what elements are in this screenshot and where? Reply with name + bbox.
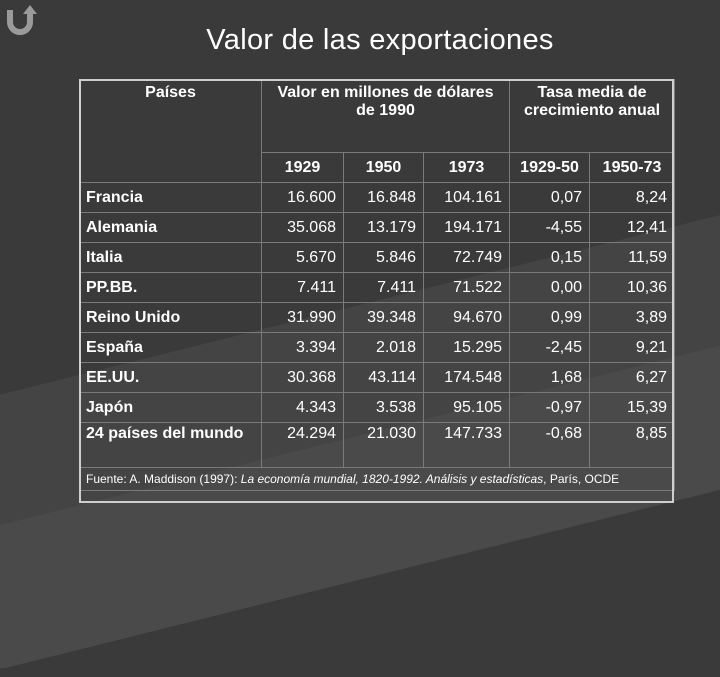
value-cell: 2.018 (343, 332, 424, 363)
country-cell: PP.BB. (79, 272, 262, 303)
value-cell: 30.368 (261, 362, 344, 393)
value-cell: 4.343 (261, 392, 344, 423)
value-cell: 8,85 (589, 422, 676, 468)
value-cell: 1,68 (509, 362, 591, 393)
value-cell: 5.846 (343, 242, 424, 273)
page-title: Valor de las exportaciones (206, 24, 554, 56)
value-cell: 11,59 (589, 242, 676, 273)
value-cell: 8,24 (589, 182, 676, 213)
country-cell: 24 países del mundo (79, 422, 262, 468)
country-cell: Alemania (79, 212, 262, 243)
value-cell: 13.179 (343, 212, 424, 243)
value-cell: 104.161 (422, 182, 511, 213)
country-cell: España (79, 332, 262, 363)
year-header: 1950 (343, 152, 424, 183)
table-row: EE.UU. 30.368 43.114 174.548 1,68 6,27 (79, 362, 676, 393)
table-row: Francia 16.600 16.848 104.161 0,07 8,24 (79, 182, 676, 213)
country-cell: Reino Unido (79, 302, 262, 333)
value-cell: 147.733 (422, 422, 511, 468)
value-cell: 10,36 (589, 272, 676, 303)
source-suffix: , París, OCDE (543, 472, 620, 486)
value-cell: 6,27 (589, 362, 676, 393)
value-cell: 7.411 (343, 272, 424, 303)
value-cell: 24.294 (261, 422, 344, 468)
year-header: 1973 (422, 152, 511, 183)
value-cell: 3,89 (589, 302, 676, 333)
year-header: 1929 (261, 152, 344, 183)
table-row: España 3.394 2.018 15.295 -2,45 9,21 (79, 332, 676, 363)
header-growth: Tasa media de crecimiento anual (509, 79, 676, 153)
value-cell: 43.114 (343, 362, 424, 393)
table-row: Alemania 35.068 13.179 194.171 -4,55 12,41 (79, 212, 676, 243)
value-cell: 194.171 (422, 212, 511, 243)
value-cell: 94.670 (422, 302, 511, 333)
value-cell: 3.538 (343, 392, 424, 423)
exports-table: Países Valor en millones de dólares de 1… (78, 79, 676, 491)
header-value: Valor en millones de dólares de 1990 (260, 79, 511, 153)
value-cell: 0,99 (509, 302, 591, 333)
value-cell: 0,07 (509, 182, 591, 213)
period-header: 1929-50 (509, 152, 591, 183)
value-cell: 7.411 (261, 272, 344, 303)
value-cell: -0,97 (509, 392, 591, 423)
country-cell: Japón (79, 392, 262, 423)
source-title: La economía mundial, 1820-1992. Análisis… (240, 472, 544, 486)
value-cell: 5.670 (261, 242, 344, 273)
value-cell: 16.848 (343, 182, 424, 213)
value-cell: 0,15 (509, 242, 591, 273)
value-cell: 72.749 (422, 242, 511, 273)
value-cell: 16.600 (261, 182, 344, 213)
value-cell: 0,00 (509, 272, 591, 303)
value-cell: 12,41 (589, 212, 676, 243)
value-cell: 71.522 (422, 272, 511, 303)
source-prefix: Fuente: A. Maddison (1997): (86, 472, 241, 486)
table-row: Reino Unido 31.990 39.348 94.670 0,99 3,89 (79, 302, 676, 333)
value-cell: 15,39 (589, 392, 676, 423)
table-row: 24 países del mundo 24.294 21.030 147.733 -0… (79, 422, 676, 468)
value-cell: 39.348 (343, 302, 424, 333)
value-cell: 15.295 (422, 332, 511, 363)
value-cell: 9,21 (589, 332, 676, 363)
table-row: PP.BB. 7.411 7.411 71.522 0,00 10,36 (79, 272, 676, 303)
table-row: Italia 5.670 5.846 72.749 0,15 11,59 (79, 242, 676, 273)
header-countries: Países (79, 79, 262, 183)
value-cell: 3.394 (261, 332, 344, 363)
value-cell: 31.990 (261, 302, 344, 333)
country-cell: Francia (79, 182, 262, 213)
value-cell: -4,55 (509, 212, 591, 243)
value-cell: 95.105 (422, 392, 511, 423)
value-cell: 35.068 (261, 212, 344, 243)
period-header: 1950-73 (589, 152, 676, 183)
value-cell: -2,45 (509, 332, 591, 363)
source-note: Fuente: A. Maddison (1997): La economía … (78, 467, 676, 491)
undo-arrow-icon (7, 5, 37, 35)
value-cell: 174.548 (422, 362, 511, 393)
country-cell: EE.UU. (79, 362, 262, 393)
table-row: Japón 4.343 3.538 95.105 -0,97 15,39 (79, 392, 676, 423)
country-cell: Italia (79, 242, 262, 273)
value-cell: -0,68 (509, 422, 591, 468)
value-cell: 21.030 (343, 422, 424, 468)
